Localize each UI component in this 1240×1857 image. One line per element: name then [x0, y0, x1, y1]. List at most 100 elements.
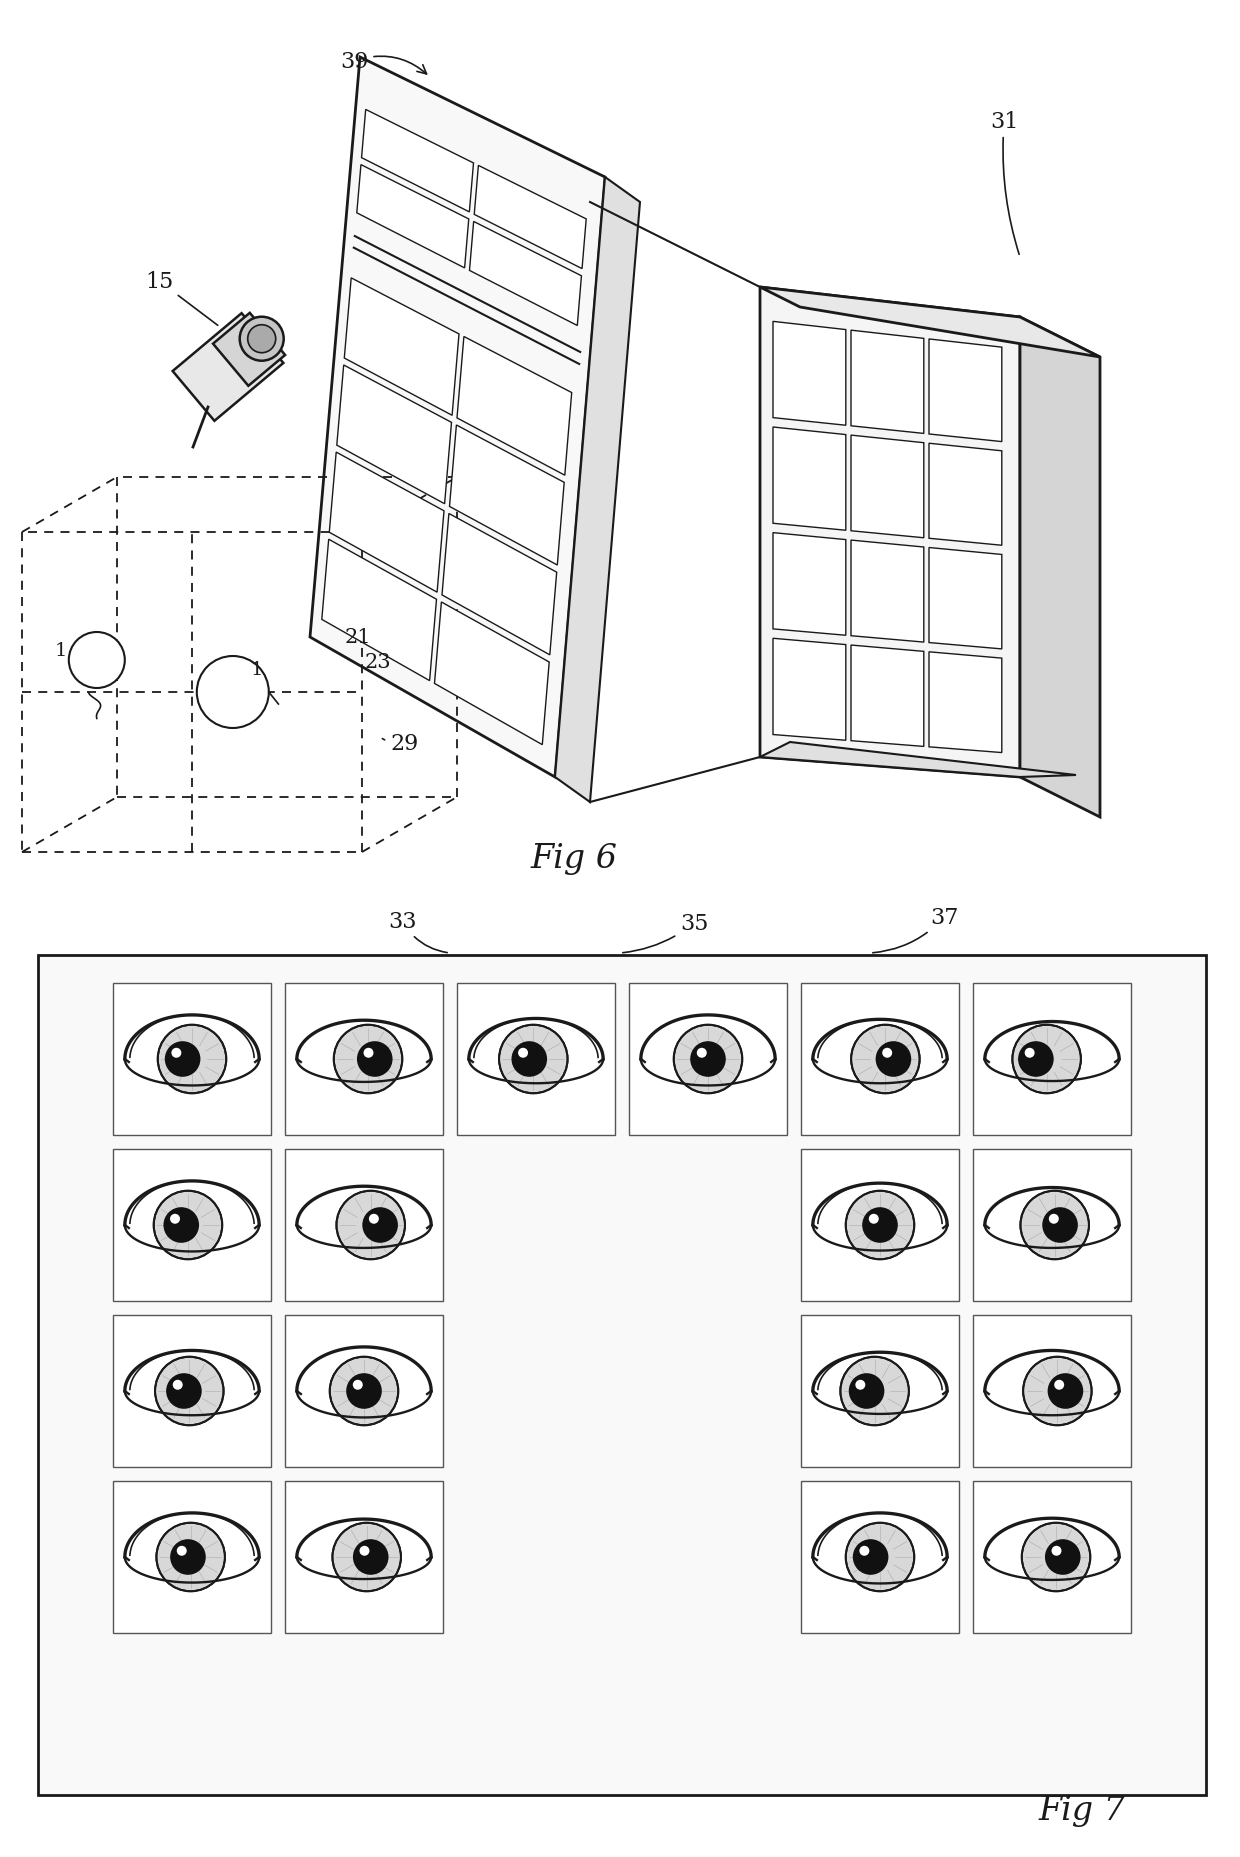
Polygon shape — [556, 178, 640, 802]
Circle shape — [1022, 1523, 1090, 1591]
Bar — [801, 1149, 959, 1302]
Circle shape — [170, 1214, 180, 1224]
Polygon shape — [125, 1016, 259, 1086]
Circle shape — [841, 1357, 909, 1426]
Bar — [801, 984, 959, 1135]
Circle shape — [239, 318, 284, 362]
Circle shape — [68, 633, 125, 689]
Bar — [285, 1482, 443, 1632]
Text: 1: 1 — [250, 661, 263, 678]
Circle shape — [1043, 1207, 1078, 1242]
Circle shape — [1049, 1214, 1059, 1224]
Polygon shape — [773, 323, 846, 425]
Polygon shape — [469, 1019, 603, 1084]
Circle shape — [697, 1047, 707, 1058]
Circle shape — [334, 1025, 402, 1094]
Text: 1: 1 — [55, 643, 67, 659]
Circle shape — [673, 1025, 743, 1094]
Circle shape — [156, 1523, 224, 1591]
Text: 21: 21 — [345, 628, 372, 646]
Polygon shape — [470, 223, 582, 327]
Circle shape — [177, 1545, 187, 1556]
Polygon shape — [929, 652, 1002, 754]
Circle shape — [248, 325, 275, 353]
Circle shape — [1048, 1374, 1084, 1409]
Circle shape — [336, 1190, 405, 1259]
Circle shape — [165, 1042, 201, 1077]
Bar — [973, 1482, 1131, 1632]
Circle shape — [368, 1214, 379, 1224]
Text: 15: 15 — [145, 271, 218, 327]
Text: Fig 7: Fig 7 — [1038, 1794, 1125, 1825]
Bar — [629, 984, 787, 1135]
Circle shape — [357, 1042, 393, 1077]
Circle shape — [859, 1545, 869, 1556]
Circle shape — [164, 1207, 200, 1242]
Bar — [973, 984, 1131, 1135]
Polygon shape — [296, 1187, 432, 1248]
Polygon shape — [125, 1181, 259, 1252]
Polygon shape — [851, 436, 924, 539]
Polygon shape — [985, 1350, 1120, 1415]
Polygon shape — [641, 1016, 775, 1086]
Polygon shape — [813, 1352, 947, 1415]
Polygon shape — [310, 58, 605, 778]
Bar — [285, 1315, 443, 1467]
Polygon shape — [125, 1350, 259, 1415]
Circle shape — [346, 1374, 382, 1409]
Circle shape — [157, 1025, 226, 1094]
Polygon shape — [434, 604, 549, 745]
Polygon shape — [296, 1346, 432, 1417]
Circle shape — [518, 1047, 528, 1058]
Circle shape — [360, 1545, 370, 1556]
Polygon shape — [851, 331, 924, 435]
Circle shape — [1045, 1539, 1080, 1575]
Bar — [113, 984, 272, 1135]
Circle shape — [1054, 1380, 1064, 1391]
Circle shape — [170, 1539, 206, 1575]
Bar — [38, 956, 1207, 1796]
Circle shape — [1012, 1025, 1081, 1094]
Polygon shape — [760, 743, 1076, 778]
Polygon shape — [345, 279, 459, 416]
Polygon shape — [813, 1019, 947, 1084]
Polygon shape — [851, 540, 924, 643]
Bar — [973, 1149, 1131, 1302]
Polygon shape — [773, 639, 846, 741]
Circle shape — [154, 1190, 222, 1259]
Polygon shape — [985, 1188, 1120, 1248]
Circle shape — [856, 1380, 866, 1391]
Polygon shape — [213, 314, 285, 386]
Text: 33: 33 — [388, 910, 448, 953]
Text: 29: 29 — [382, 734, 418, 754]
Bar — [113, 1149, 272, 1302]
Circle shape — [846, 1190, 914, 1259]
Polygon shape — [296, 1519, 432, 1578]
Circle shape — [846, 1523, 914, 1591]
Polygon shape — [458, 338, 572, 475]
Bar — [113, 1482, 272, 1632]
Polygon shape — [357, 165, 469, 269]
Circle shape — [511, 1042, 547, 1077]
Circle shape — [862, 1207, 898, 1242]
Circle shape — [1052, 1545, 1061, 1556]
Bar — [458, 984, 615, 1135]
Text: 37: 37 — [873, 906, 959, 953]
Polygon shape — [760, 288, 1021, 778]
Circle shape — [353, 1380, 363, 1391]
Polygon shape — [1021, 318, 1100, 817]
Circle shape — [1024, 1047, 1034, 1058]
Circle shape — [171, 1047, 181, 1058]
Polygon shape — [929, 444, 1002, 546]
Bar — [113, 1315, 272, 1467]
Circle shape — [1023, 1357, 1091, 1426]
Bar — [285, 1149, 443, 1302]
Circle shape — [869, 1214, 879, 1224]
Polygon shape — [441, 514, 557, 656]
Polygon shape — [851, 646, 924, 747]
Bar — [285, 984, 443, 1135]
Polygon shape — [985, 1021, 1120, 1081]
Polygon shape — [172, 314, 284, 422]
Circle shape — [853, 1539, 888, 1575]
Text: 23: 23 — [365, 652, 392, 672]
